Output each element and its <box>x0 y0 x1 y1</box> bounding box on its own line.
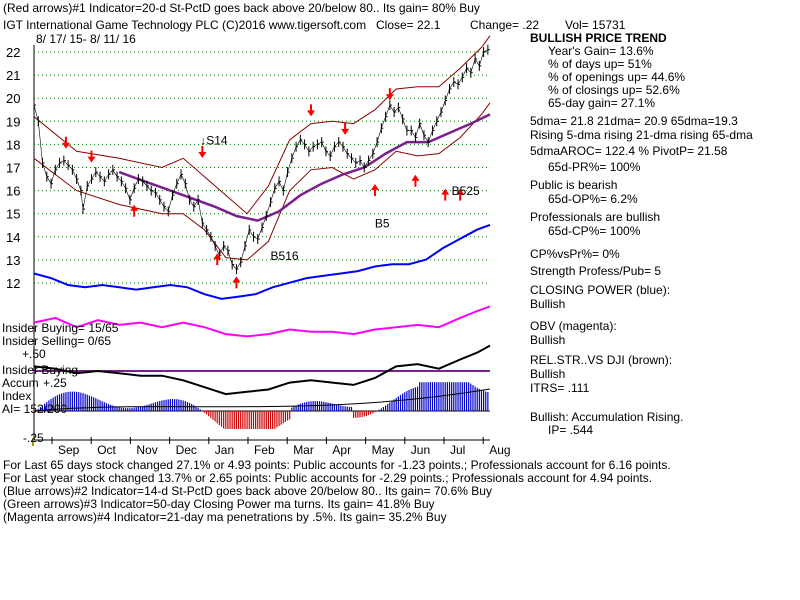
y-tick-label-19: 19 <box>6 114 20 129</box>
relstr-title: REL.STR..VS DJI (brown): <box>530 353 673 367</box>
insider-buying-index-label: Insider Buying <box>2 363 79 377</box>
y-tick-label-13: 13 <box>6 253 20 268</box>
plus25-label: +.25 <box>43 376 67 390</box>
x-tick-label-May: May <box>372 443 395 457</box>
x-tick-label-Feb: Feb <box>254 443 275 457</box>
red-arrow-head <box>232 276 241 283</box>
x-tick-label-Aug: Aug <box>489 443 510 457</box>
y-tick-label-22: 22 <box>6 45 20 60</box>
footer-line-2: For Last year stock changed 13.7% or 2.6… <box>3 471 653 485</box>
volume-label: Vol= 15731 <box>565 18 626 32</box>
change-label: Change= .22 <box>470 18 540 32</box>
date-range: 8/ 17/ 15- 8/ 11/ 16 <box>36 32 136 46</box>
cp-line: 65d-CP%= 100% <box>548 224 641 238</box>
price-line <box>33 49 489 270</box>
red-arrow-head <box>370 183 379 190</box>
ai-label: AI= 152/200 <box>2 402 68 416</box>
signal-annotation: B516 <box>271 249 299 263</box>
strength-line: Strength Profess/Pub= 5 <box>530 264 662 278</box>
x-tick-label-Dec: Dec <box>176 443 197 457</box>
close-label: Close= 22.1 <box>376 18 441 32</box>
accum-rising: Bullish: Accumulation Rising. <box>530 410 684 424</box>
footer-line-3: (Blue arrows)#2 Indicator=14-d St-PctD g… <box>3 484 492 498</box>
closing-power-title: CLOSING POWER (blue): <box>530 283 671 297</box>
dma-line: 5dma= 21.8 21dma= 20.9 65dma=19.3 <box>530 114 738 128</box>
plus50-label: +.50 <box>22 347 46 361</box>
y-tick-label-16: 16 <box>6 184 20 199</box>
x-tick-label-Apr: Apr <box>332 443 351 457</box>
red-arrow-head <box>456 188 465 195</box>
closing-power-line <box>33 223 491 300</box>
public-bearish: Public is bearish <box>530 178 618 192</box>
obv-value: Bullish <box>530 333 566 347</box>
y-tick-label-18: 18 <box>6 137 20 152</box>
y-tick-label-12: 12 <box>6 276 20 291</box>
closing-power-value: Bullish <box>530 297 566 311</box>
y-tick-label-21: 21 <box>6 68 20 83</box>
cpvspr: CP%vsPr%= 0% <box>530 247 620 261</box>
signal-annotation: ↓S14 <box>200 133 228 147</box>
insider-buying-label: Insider Buying= 15/65 <box>2 321 119 335</box>
footer-line-5: (Magenta arrows)#4 Indicator=21-day ma p… <box>3 510 447 524</box>
x-tick-label-Oct: Oct <box>97 443 116 457</box>
red-arrow-head <box>61 142 70 149</box>
insider-selling-label: Insider Selling= 0/65 <box>2 334 112 348</box>
ip-line: IP= .544 <box>548 423 594 437</box>
bullish-price-trend: BULLISH PRICE TREND <box>530 31 667 45</box>
itrs-line: ITRS= .111 <box>530 381 590 395</box>
day65-gain: 65-day gain= 27.1% <box>548 96 656 110</box>
y-tick-label-17: 17 <box>6 161 20 176</box>
minus25-label: -.25 <box>23 431 44 445</box>
aroc-line: 5dmaAROC= 122.4 % PivotP= 21.58 <box>530 144 728 158</box>
op-line: 65d-OP%= 6.2% <box>548 192 638 206</box>
pct-openings-up: % of openings up= 44.6% <box>548 70 686 84</box>
footer-line-4: (Green arrows)#3 Indicator=50-day Closin… <box>3 497 435 511</box>
accum-ma-line <box>33 388 491 412</box>
red-arrow-head <box>213 253 222 260</box>
x-tick-label-Jun: Jun <box>411 443 430 457</box>
red-arrow-head <box>307 110 316 117</box>
red-arrows-header: (Red arrows)#1 Indicator=20-d St-PctD go… <box>3 1 480 15</box>
signal-annotation: B5 <box>375 217 390 231</box>
obv-line <box>33 305 491 338</box>
pros-bullish: Professionals are bullish <box>530 210 661 224</box>
accum-label: Accum <box>2 376 39 390</box>
x-tick-label-Jan: Jan <box>215 443 234 457</box>
ma65-line <box>118 113 491 222</box>
years-gain: Year's Gain= 13.6% <box>548 44 654 58</box>
signal-annotation: B525 <box>452 184 480 198</box>
lower-band-line <box>33 102 491 261</box>
x-tick-label-Jul: Jul <box>450 443 465 457</box>
y-tick-label-15: 15 <box>6 207 20 222</box>
red-arrow-head <box>341 128 350 135</box>
pr-line: 65d-PR%= 100% <box>548 160 641 174</box>
rising-line: Rising 5-dma rising 21-dma rising 65-dma <box>530 128 753 142</box>
x-tick-label-Nov: Nov <box>136 443 157 457</box>
x-tick-label-Sep: Sep <box>58 443 80 457</box>
relstr-line <box>33 344 491 396</box>
red-arrow-head <box>130 204 139 211</box>
footer-line-1: For Last 65 days stock changed 27.1% or … <box>3 458 671 472</box>
pct-closings-up: % of closings up= 52.6% <box>548 83 680 97</box>
relstr-value: Bullish <box>530 367 566 381</box>
index-label: Index <box>2 389 32 403</box>
y-tick-label-14: 14 <box>6 230 20 245</box>
red-arrow-head <box>87 156 96 163</box>
chart-title: IGT International Game Technology PLC (C… <box>3 18 367 32</box>
pct-days-up: % of days up= 51% <box>548 57 652 71</box>
x-tick-label-Mar: Mar <box>293 443 314 457</box>
red-arrow-head <box>441 188 450 195</box>
obv-title: OBV (magenta): <box>530 319 617 333</box>
red-arrow-head <box>411 174 420 181</box>
red-arrow-head <box>385 94 394 101</box>
y-tick-label-20: 20 <box>6 91 20 106</box>
red-arrow-head <box>198 151 207 158</box>
upper-band-line <box>33 35 491 215</box>
